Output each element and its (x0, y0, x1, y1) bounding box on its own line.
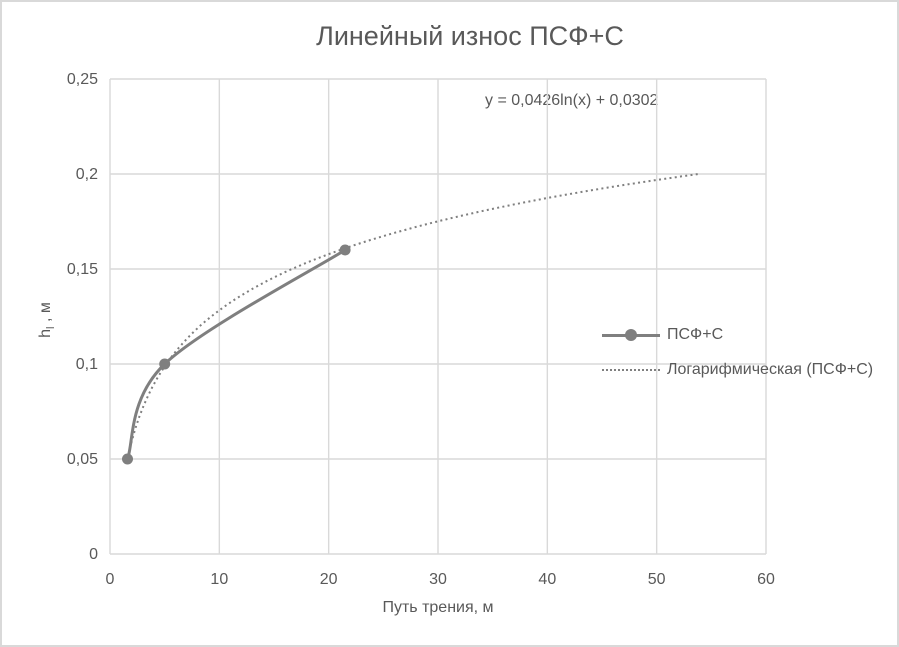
x-tick-label: 0 (106, 571, 115, 588)
y-axis-title: hl , м (37, 302, 57, 338)
trendline-swatch (602, 369, 660, 371)
x-tick-label: 50 (648, 571, 666, 588)
data-point-marker (339, 244, 351, 256)
trendline-equation: y = 0,0426ln(x) + 0,0302 (485, 92, 659, 109)
x-axis-title: Путь трения, м (382, 599, 494, 616)
y-tick-label: 0,25 (67, 71, 98, 88)
x-tick-label: 10 (210, 571, 228, 588)
y-axis-unit: , м (36, 302, 54, 327)
x-tick-label: 40 (538, 571, 556, 588)
legend: ПСФ+С Логарифмическая (ПСФ+С) (602, 323, 873, 382)
legend-item-series[interactable]: ПСФ+С (602, 323, 873, 347)
x-tick-label: 60 (757, 571, 775, 588)
series-marker-swatch (625, 329, 637, 341)
x-tick-label: 20 (320, 571, 338, 588)
y-tick-label: 0 (89, 546, 98, 563)
series-line-swatch (602, 329, 660, 341)
chart-title: Линейный износ ПСФ+С (316, 21, 624, 51)
legend-item-trendline[interactable]: Логарифмическая (ПСФ+С) (602, 358, 873, 382)
y-tick-label: 0,1 (76, 356, 98, 373)
x-tick-label: 30 (429, 571, 447, 588)
data-point-marker (159, 358, 171, 370)
series-line (126, 248, 347, 461)
y-tick-label: 0,2 (76, 166, 98, 183)
trendline-path (125, 172, 700, 465)
y-axis-symbol: h (36, 328, 54, 338)
y-axis-subscript: l (45, 326, 58, 329)
y-tick-label: 0,15 (67, 261, 98, 278)
legend-label-trendline: Логарифмическая (ПСФ+С) (667, 361, 874, 378)
legend-label-series: ПСФ+С (667, 326, 724, 343)
data-point-marker (122, 453, 133, 465)
y-tick-label: 0,05 (67, 451, 98, 468)
